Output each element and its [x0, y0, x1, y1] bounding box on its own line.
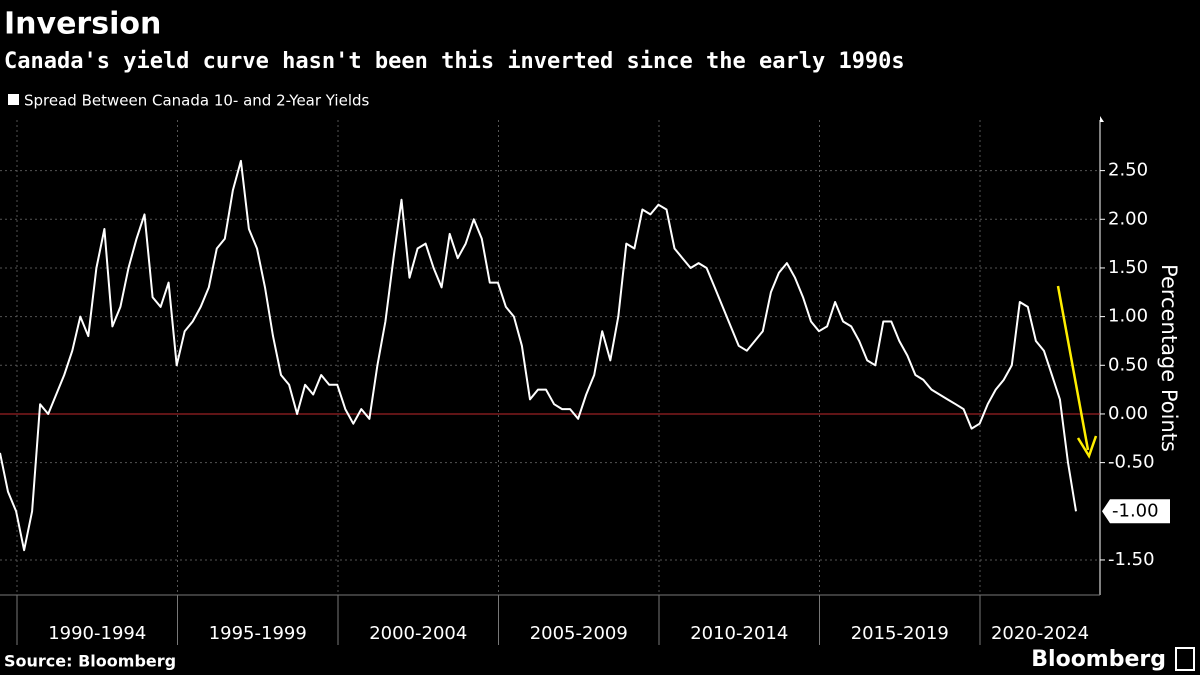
x-tick-label: 1990-1994	[48, 623, 146, 644]
y-axis-label: Percentage Points	[1157, 264, 1181, 452]
annotation-arrowhead	[1076, 435, 1098, 459]
y-tick-label: -1.50	[1108, 549, 1155, 570]
y-tick-label: -0.50	[1108, 452, 1155, 473]
last-value-label: -1.00	[1112, 500, 1159, 521]
brand-icon	[1175, 647, 1195, 671]
data-line	[0, 159, 1077, 552]
x-tick-label: 1995-1999	[209, 623, 307, 644]
chart-title: Inversion	[4, 7, 161, 42]
y-axis-arrow	[1100, 116, 1104, 122]
source: Source: Bloomberg	[4, 652, 176, 671]
y-tick-label: 0.00	[1108, 403, 1148, 424]
last-value-tag	[1102, 499, 1170, 524]
y-tick-label: 0.50	[1108, 354, 1148, 375]
y-tick-label: 1.50	[1108, 257, 1148, 278]
x-tick-label: 2010-2014	[690, 623, 788, 644]
x-tick-label: 2005-2009	[530, 623, 628, 644]
chart-subtitle: Canada's yield curve hasn't been this in…	[4, 49, 905, 74]
x-tick-label: 2015-2019	[851, 623, 949, 644]
brand: Bloomberg	[1031, 647, 1166, 672]
x-tick-label: 2020-2024	[991, 623, 1089, 644]
legend-label: Spread Between Canada 10- and 2-Year Yie…	[24, 92, 370, 110]
y-tick-label: 1.00	[1108, 306, 1148, 327]
y-tick-label: 2.50	[1108, 160, 1148, 181]
annotation-arrow	[1056, 285, 1090, 451]
x-tick-label: 2000-2004	[369, 623, 467, 644]
y-tick-label: 2.00	[1108, 208, 1148, 229]
legend-swatch	[8, 94, 19, 105]
